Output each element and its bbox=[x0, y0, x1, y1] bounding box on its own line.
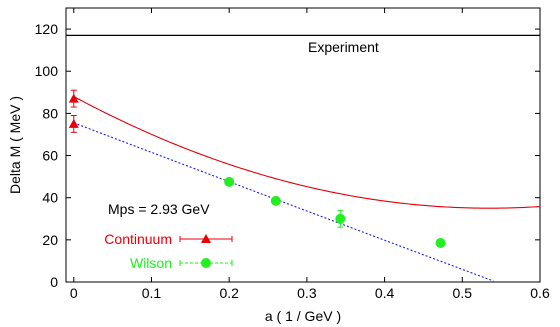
x-tick-label: 0.5 bbox=[453, 285, 473, 301]
y-tick-label: 100 bbox=[35, 63, 59, 79]
y-tick-label: 40 bbox=[42, 190, 58, 206]
y-tick-label: 120 bbox=[35, 21, 59, 37]
axes: 0 0.1 0.2 0.3 0.4 0.5 0.6 0 20 40 60 80 100 120 bbox=[35, 8, 550, 301]
legend-symbol-wilson bbox=[179, 258, 233, 268]
x-tick-label: 0.6 bbox=[530, 285, 550, 301]
y-tick-label: 80 bbox=[42, 105, 58, 121]
legend-label-wilson: Wilson bbox=[130, 255, 172, 271]
wilson-point bbox=[270, 195, 281, 206]
y-axis-label: Delta M ( MeV ) bbox=[7, 96, 23, 194]
legend-symbol-continuum bbox=[179, 234, 233, 243]
fit-curves bbox=[73, 96, 541, 282]
x-tick-label: 0 bbox=[70, 285, 78, 301]
legend-circle-marker bbox=[201, 258, 211, 268]
legend-label-continuum: Continuum bbox=[104, 231, 172, 247]
x-tick-label: 0.1 bbox=[142, 285, 162, 301]
x-tick-label: 0.3 bbox=[297, 285, 317, 301]
data-points bbox=[68, 89, 446, 249]
x-tick-label: 0.4 bbox=[375, 285, 395, 301]
legend-triangle-marker bbox=[201, 234, 211, 243]
continuum-point bbox=[68, 93, 79, 103]
plot-frame bbox=[65, 7, 541, 283]
x-axis-label: a ( 1 / GeV ) bbox=[265, 308, 341, 324]
x-tick-label: 0.2 bbox=[219, 285, 239, 301]
mps-annotation: Mps = 2.93 GeV bbox=[108, 201, 210, 217]
legend: Continuum Wilson bbox=[104, 231, 233, 271]
continuum-point bbox=[68, 118, 79, 128]
continuum-fit-curve bbox=[73, 96, 541, 209]
y-tick-label: 60 bbox=[42, 148, 58, 164]
wilson-point bbox=[224, 176, 235, 187]
y-tick-label: 0 bbox=[50, 274, 58, 290]
wilson-point bbox=[435, 238, 446, 249]
y-tick-label: 20 bbox=[42, 232, 58, 248]
wilson-fit-curve bbox=[73, 122, 494, 282]
wilson-point bbox=[335, 213, 346, 224]
experiment-label: Experiment bbox=[308, 39, 379, 55]
